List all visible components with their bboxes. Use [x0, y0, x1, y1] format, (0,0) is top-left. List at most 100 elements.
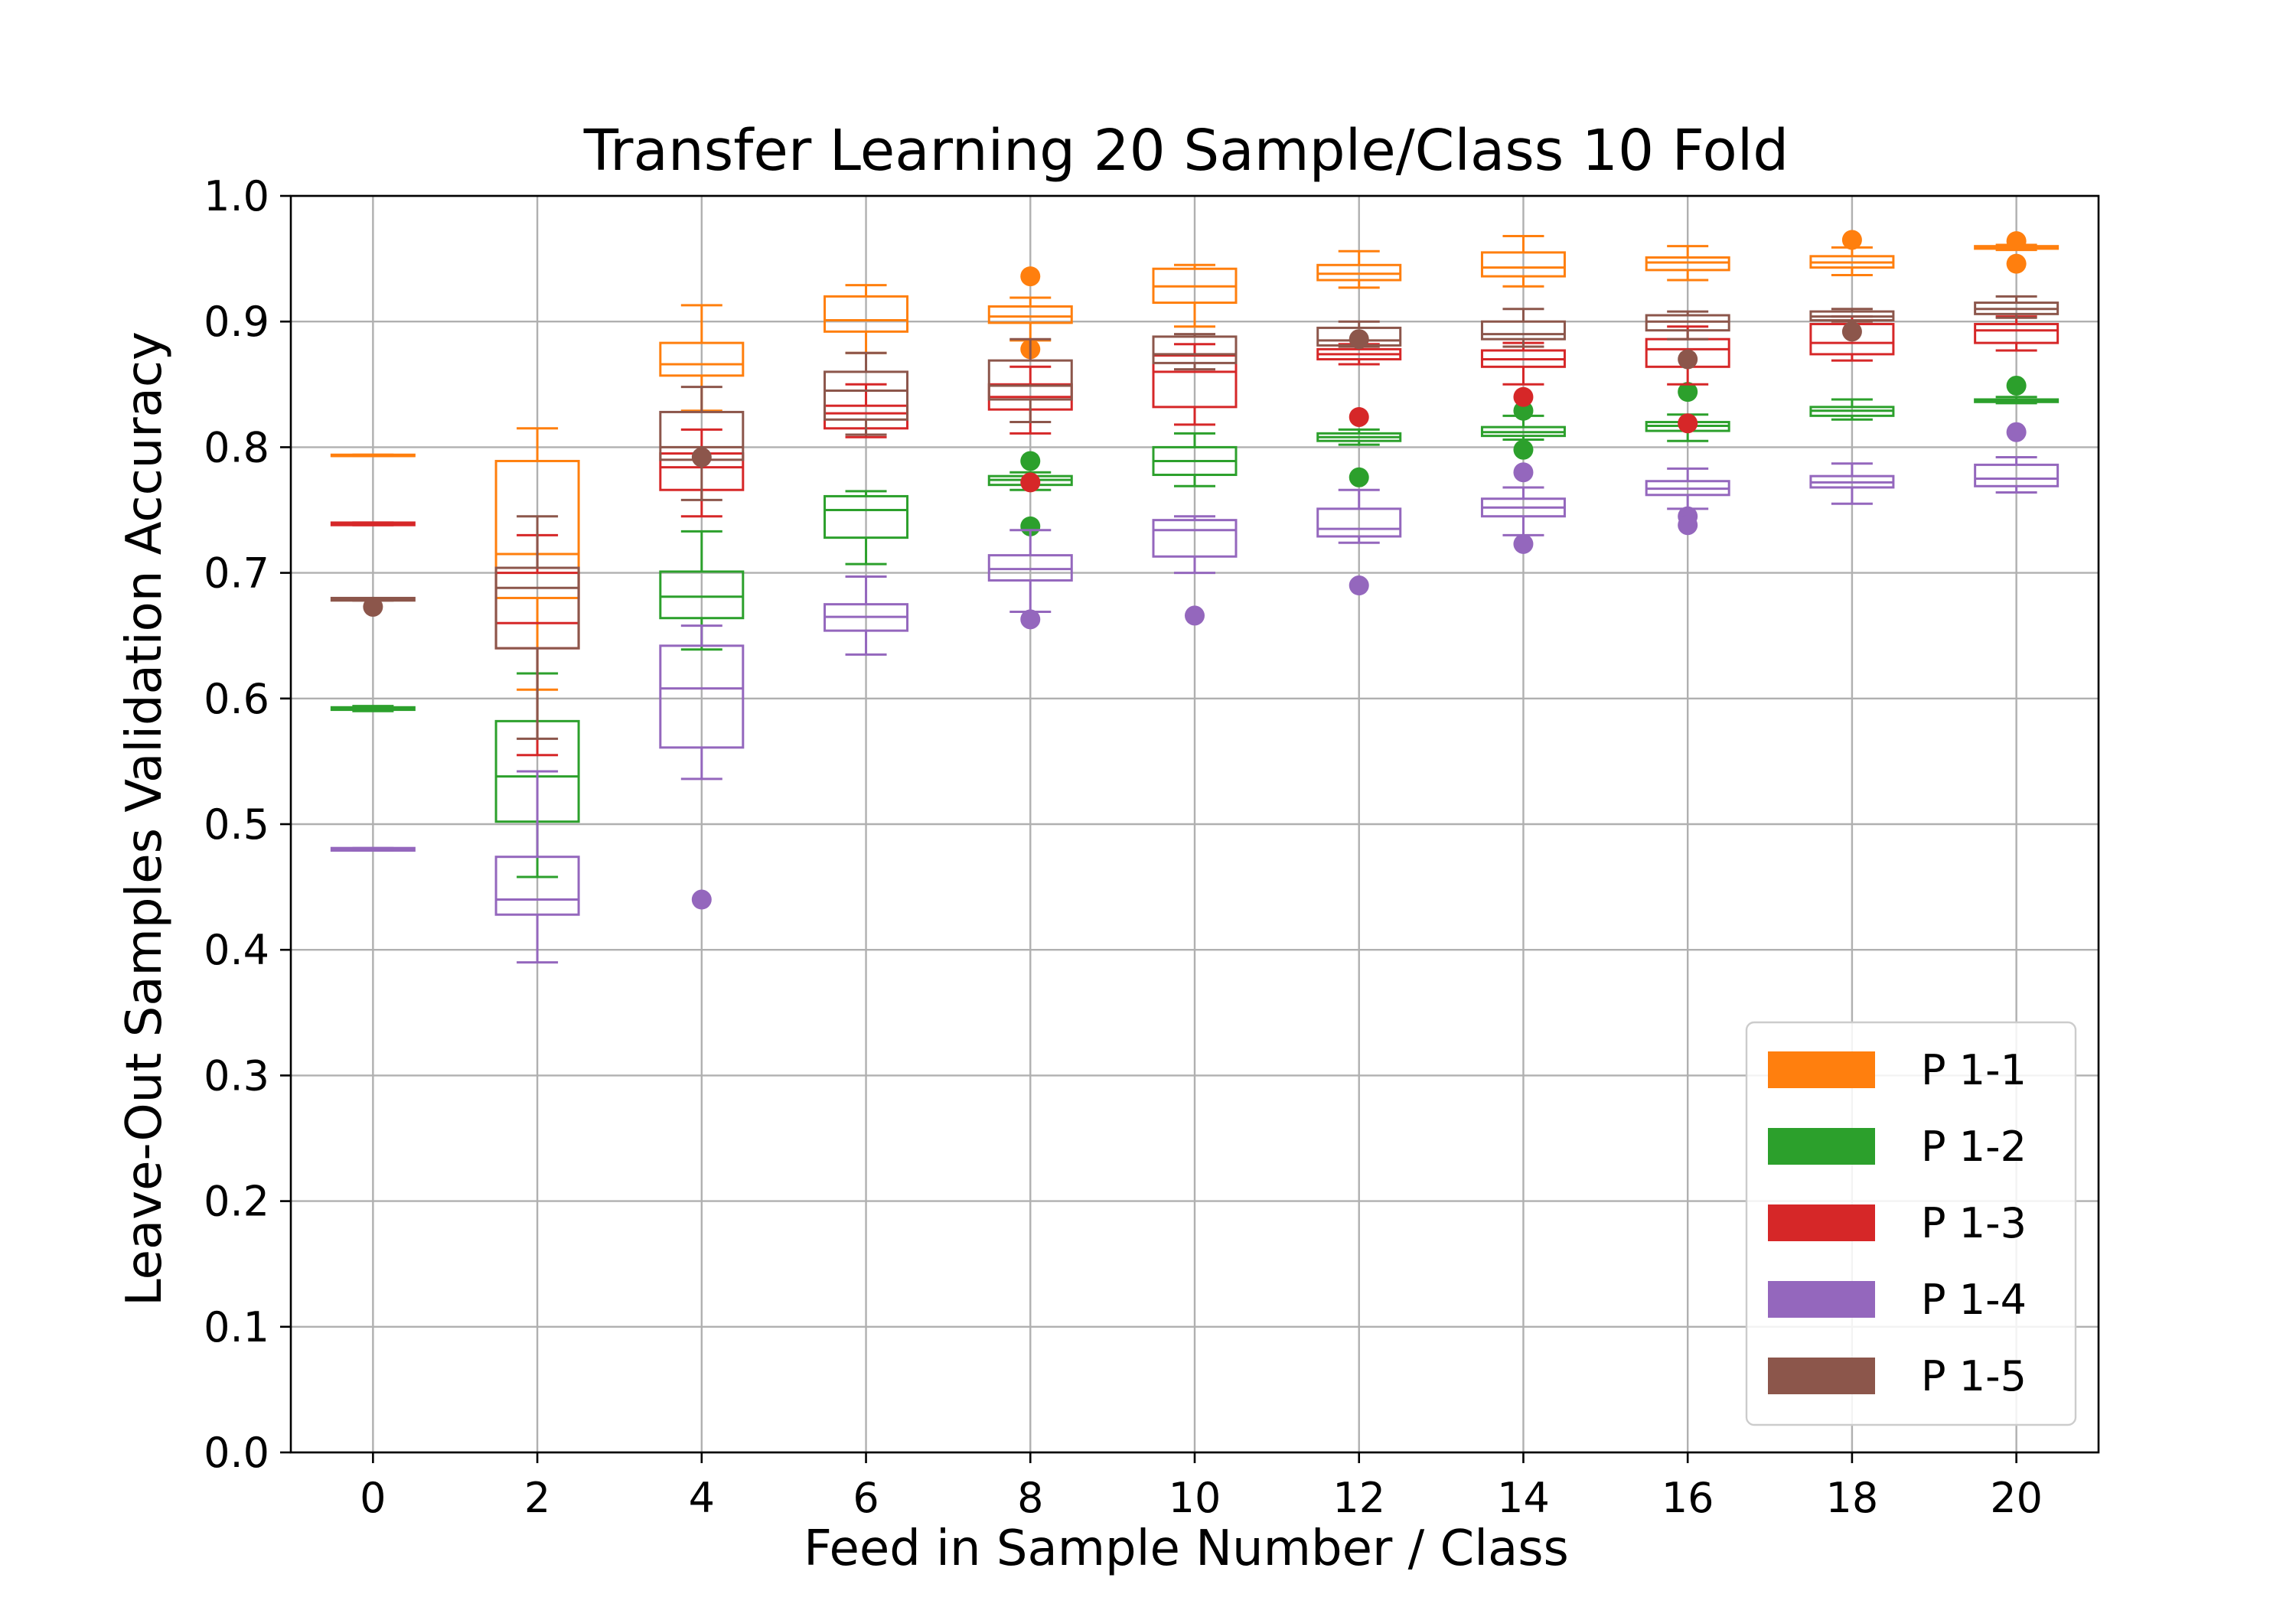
legend-swatch-P-1-3	[1768, 1204, 1875, 1241]
outlier-point	[1349, 575, 1369, 596]
x-tick-label: 8	[1017, 1474, 1043, 1522]
box-iqr	[659, 644, 745, 749]
box-iqr	[987, 305, 1073, 324]
box-P-1-4-x12	[1316, 488, 1402, 596]
box-iqr	[1152, 519, 1238, 558]
outlier-point	[1349, 329, 1369, 350]
legend-label: P 1-4	[1921, 1276, 2027, 1324]
outlier-point	[691, 447, 712, 468]
y-axis-label: Leave-Out Samples Validation Accuracy	[116, 331, 173, 1306]
legend-label: P 1-3	[1921, 1199, 2027, 1247]
box-iqr	[1645, 256, 1730, 272]
box-iqr	[494, 856, 580, 916]
box-P-1-5-x16	[1645, 310, 1730, 370]
box-P-1-4-x14	[1480, 462, 1566, 554]
box-iqr	[1480, 251, 1566, 278]
box-P-1-3-x0	[330, 521, 416, 526]
box-P-1-1-x18	[1809, 230, 1895, 276]
box-P-1-2-x18	[1809, 398, 1895, 421]
x-tick-label: 16	[1662, 1474, 1714, 1522]
x-tick-label: 12	[1332, 1474, 1385, 1522]
box-P-1-2-x12	[1316, 428, 1402, 487]
legend-label: P 1-2	[1921, 1123, 2027, 1171]
outlier-point	[1678, 382, 1698, 403]
box-P-1-4-x10	[1152, 515, 1238, 626]
outlier-point	[1513, 386, 1534, 407]
box-iqr	[659, 341, 745, 377]
legend-swatch-P-1-2	[1768, 1128, 1875, 1165]
legend: P 1-1 P 1-2 P 1-3 P 1-4 P 1-5	[1745, 1021, 2077, 1426]
y-tick-label: 0.0	[204, 1429, 269, 1477]
outlier-point	[1513, 533, 1534, 554]
outlier-point	[1841, 230, 1862, 250]
box-iqr	[823, 370, 909, 421]
box-P-1-4-x8	[987, 529, 1073, 630]
box-iqr	[1316, 263, 1402, 282]
x-tick-label: 4	[689, 1474, 715, 1522]
box-iqr	[1480, 320, 1566, 341]
y-tick-label: 0.4	[204, 926, 269, 974]
box-P-1-4-x6	[823, 575, 909, 656]
box-P-1-2-x0	[330, 705, 416, 712]
box-iqr	[494, 459, 580, 599]
x-tick-label: 18	[1826, 1474, 1879, 1522]
box-P-1-5-x2	[494, 515, 580, 740]
box-iqr	[1974, 463, 2060, 487]
y-tick-label: 0.6	[204, 675, 269, 723]
outlier-point	[1513, 462, 1534, 483]
x-tick-label: 20	[1990, 1474, 2043, 1522]
outlier-point	[1349, 467, 1369, 487]
outlier-point	[1020, 451, 1041, 471]
chart-title: Transfer Learning 20 Sample/Class 10 Fol…	[583, 118, 1789, 184]
box-iqr	[659, 570, 745, 620]
x-tick-label: 14	[1497, 1474, 1550, 1522]
axes-layer: 0 2 4 6 8 10 12 14 16 18 20 0.0 0.1 0.2 0.3 0.4 0.5 0.6 0.…	[204, 172, 2100, 1522]
box-P-1-4-x18	[1809, 462, 1895, 505]
outlier-point	[1020, 266, 1041, 287]
box-P-1-4-x2	[494, 770, 580, 964]
box-P-1-5-x6	[823, 351, 909, 436]
box-P-1-5-x8	[987, 337, 1073, 424]
data-layer	[330, 230, 2060, 964]
y-tick-label: 0.5	[204, 800, 269, 849]
box-P-1-1-x4	[659, 304, 745, 412]
box-P-1-2-x14	[1480, 400, 1566, 460]
outlier-point	[1020, 516, 1041, 536]
box-iqr	[1152, 335, 1238, 364]
outlier-point	[1678, 515, 1698, 536]
legend-swatch-P-1-4	[1768, 1281, 1875, 1318]
box-iqr	[1645, 314, 1730, 332]
outlier-point	[1678, 413, 1698, 434]
box-iqr	[1152, 354, 1238, 409]
x-tick-label: 6	[853, 1474, 879, 1522]
y-tick-label: 0.2	[204, 1178, 269, 1226]
outlier-point	[2006, 231, 2027, 252]
box-P-1-3-x14	[1480, 341, 1566, 407]
box-P-1-1-x0	[330, 453, 416, 458]
box-P-1-4-x4	[659, 624, 745, 910]
x-axis-label: Feed in Sample Number / Class	[804, 1521, 1569, 1577]
box-iqr	[987, 554, 1073, 582]
legend-label: P 1-5	[1921, 1352, 2027, 1400]
box-P-1-5-x10	[1152, 333, 1238, 371]
box-P-1-2-x6	[823, 490, 909, 566]
box-P-1-1-x10	[1152, 263, 1238, 328]
y-tick-label: 0.9	[204, 298, 269, 346]
y-tick-label: 0.3	[204, 1051, 269, 1100]
box-P-1-5-x14	[1480, 308, 1566, 348]
box-P-1-5-x0	[330, 596, 416, 617]
series-P-1-5	[330, 295, 2060, 740]
box-P-1-4-x20	[1974, 422, 2060, 494]
box-iqr	[823, 494, 909, 539]
box-iqr	[987, 359, 1073, 401]
outlier-point	[1349, 406, 1369, 427]
box-P-1-3-x12	[1316, 343, 1402, 427]
box-P-1-5-x20	[1974, 295, 2060, 319]
series-P-1-1	[330, 230, 2060, 691]
box-P-1-4-x0	[330, 846, 416, 852]
box-P-1-5-x4	[659, 386, 745, 501]
y-tick-label: 0.7	[204, 549, 269, 598]
y-tick-label: 0.8	[204, 423, 269, 471]
box-P-1-5-x12	[1316, 320, 1402, 350]
